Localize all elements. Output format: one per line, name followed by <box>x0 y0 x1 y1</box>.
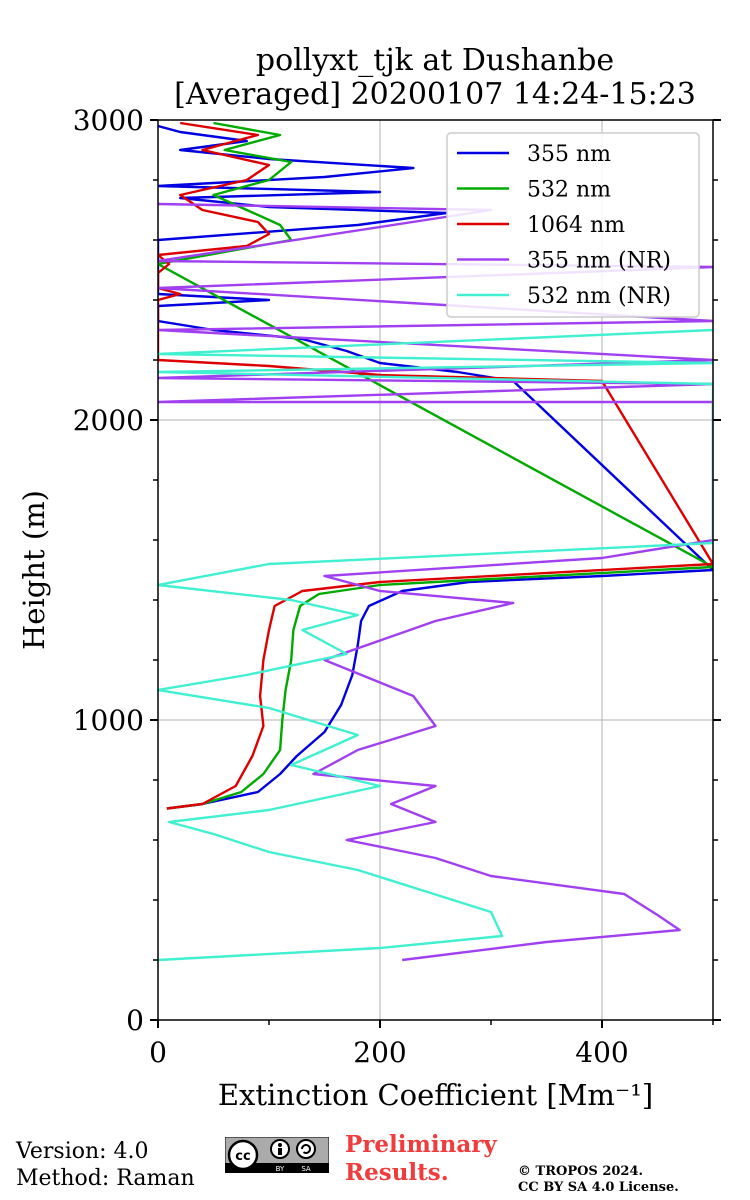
x-tick-label: 400 <box>575 1036 628 1069</box>
legend-label: 1064 nm <box>527 213 625 238</box>
legend: 355 nm 532 nm 1064 nm 355 nm (NR) 532 nm (NR… <box>446 132 700 318</box>
y-tick-label: 3000 <box>73 104 144 137</box>
plot-frame <box>157 119 714 1021</box>
copyright-notice: © TROPOS 2024. CC BY SA 4.0 License. <box>518 1164 679 1196</box>
sa-label: SA <box>301 1165 311 1173</box>
preliminary-line-2: Results. <box>345 1159 449 1186</box>
series-line <box>158 328 713 962</box>
series-line <box>158 121 713 810</box>
series-lines <box>158 121 713 962</box>
x-tick-label: 200 <box>353 1036 406 1069</box>
preliminary-notice: Preliminary Results. <box>345 1131 497 1187</box>
y-tick-label: 0 <box>126 1004 144 1037</box>
y-tick-label: 2000 <box>73 404 144 437</box>
legend-label: 355 nm (NR) <box>527 249 671 274</box>
legend-label: 532 nm (NR) <box>527 284 671 309</box>
legend-box <box>446 132 700 318</box>
cc-license-badge: cc BY SA <box>225 1137 329 1173</box>
version-text: Version: 4.0 <box>16 1139 149 1164</box>
copyright-line-2: CC BY SA 4.0 License. <box>518 1180 679 1195</box>
legend-label: 532 nm <box>527 178 611 203</box>
preliminary-line-1: Preliminary <box>345 1131 497 1158</box>
chart-title-line-1: pollyxt_tjk at Dushanbe <box>255 43 615 78</box>
by-label: BY <box>276 1165 285 1173</box>
x-axis-label: Extinction Coefficient [Mm⁻¹] <box>218 1078 653 1112</box>
copyright-line-1: © TROPOS 2024. <box>518 1164 644 1179</box>
series-line <box>158 202 713 962</box>
footer-info: Version: 4.0 Method: Raman <box>16 1138 195 1192</box>
share-alike-icon <box>296 1139 316 1159</box>
cc-label: cc <box>235 1149 250 1164</box>
x-tick-label: 0 <box>149 1036 167 1069</box>
y-tick-label: 1000 <box>73 704 144 737</box>
axes: 0 1000 2000 3000 0 200 400 Extinction Coefficie… <box>17 104 721 1112</box>
chart-title-line-2: [Averaged] 20200107 14:24-15:23 <box>174 77 696 112</box>
cc-icon <box>227 1139 259 1171</box>
series-line <box>158 121 713 810</box>
legend-label: 355 nm <box>527 142 611 167</box>
method-text: Method: Raman <box>16 1166 195 1191</box>
y-axis-label: Height (m) <box>17 490 51 650</box>
